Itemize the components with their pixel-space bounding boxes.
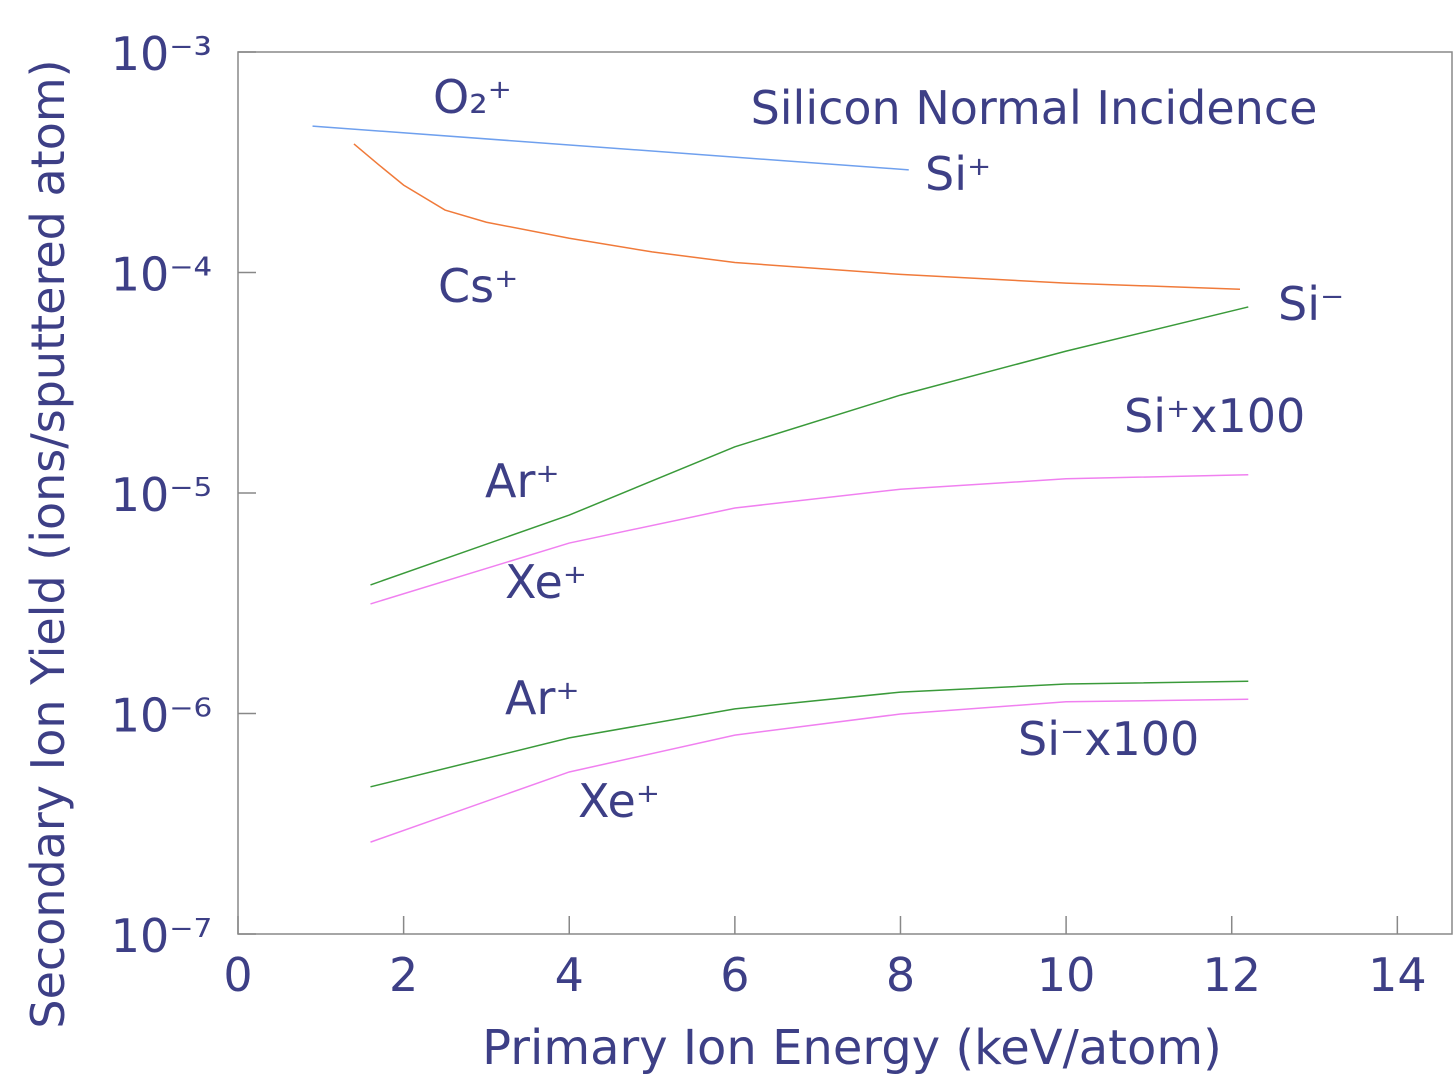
- annotation: Ar⁺: [485, 454, 560, 508]
- x-tick-label: 14: [1368, 948, 1427, 1002]
- x-tick-label: 0: [223, 948, 252, 1002]
- y-tick-label: 10⁻⁵: [111, 468, 212, 522]
- annotation: Si⁻: [1278, 277, 1344, 331]
- x-tick-label: 8: [886, 948, 915, 1002]
- y-tick-label: 10⁻⁶: [111, 689, 212, 743]
- line: [312, 125, 909, 171]
- annotation: Si⁻x100: [1018, 712, 1199, 766]
- plot-frame: [237, 51, 1453, 935]
- line: [370, 306, 1249, 586]
- x-tick-label: 10: [1037, 948, 1096, 1002]
- y-tick-label: 10⁻³: [111, 27, 212, 81]
- annotation: Xe⁺: [505, 555, 587, 609]
- x-axis-label: Primary Ion Energy (keV/atom): [482, 1020, 1222, 1076]
- annotation: O₂⁺: [433, 70, 512, 124]
- y-tick-label: 10⁻⁴: [111, 248, 212, 302]
- line: [353, 143, 1241, 290]
- annotation: Ar⁺: [505, 671, 580, 725]
- x-tick-label: 6: [720, 948, 749, 1002]
- annotation: Si⁺: [925, 147, 991, 201]
- annotation: Si⁺x100: [1124, 389, 1305, 443]
- line: [370, 680, 1249, 788]
- annotation: Cs⁺: [438, 259, 518, 313]
- x-tick-label: 12: [1202, 948, 1261, 1002]
- annotation: Xe⁺: [578, 774, 660, 828]
- x-tick-label: 4: [555, 948, 584, 1002]
- y-tick-label: 10⁻⁷: [111, 909, 212, 963]
- x-tick-label: 2: [389, 948, 418, 1002]
- y-axis-label: Secondary Ion Yield (ions/sputtered atom…: [21, 59, 75, 1028]
- line: [370, 473, 1249, 605]
- line: [370, 698, 1249, 843]
- chart-title: Silicon Normal Incidence: [751, 81, 1318, 135]
